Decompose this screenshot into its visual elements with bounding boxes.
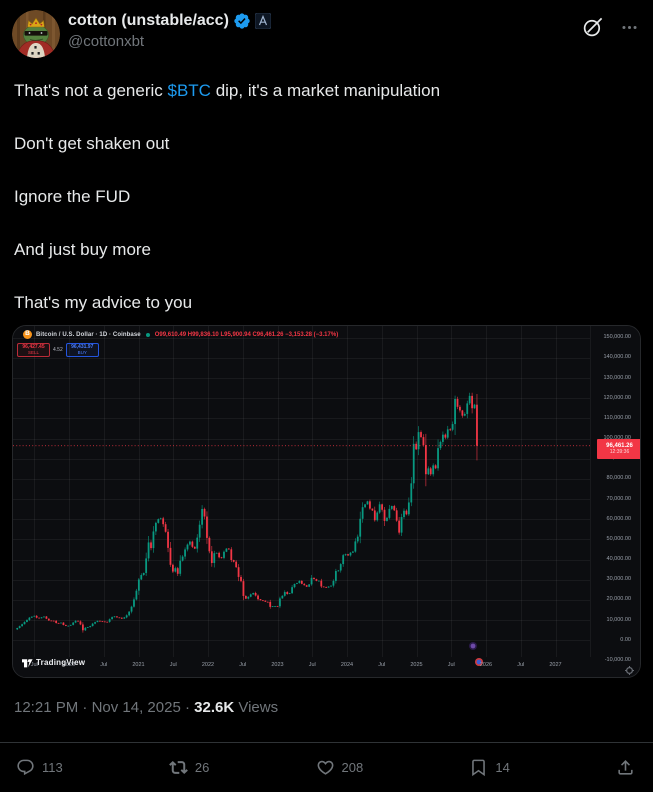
price-axis-tick: 80,000.00 [606, 475, 631, 482]
time-axis-tick: Jul [378, 662, 386, 668]
reply-count: 113 [42, 759, 63, 775]
time-axis-tick: Jul [169, 662, 177, 668]
display-name[interactable]: cotton (unstable/acc) [68, 12, 229, 29]
user-handle[interactable]: @cottonxbt [68, 33, 145, 50]
time-axis-tick: 2026 [479, 662, 493, 668]
price-axis-tick: 40,000.00 [606, 556, 631, 563]
time-axis-tick: 2022 [201, 662, 215, 668]
price-axis-tick: 10,000.00 [606, 616, 631, 623]
time-axis-tick: 2025 [410, 662, 423, 668]
time-axis-tick: 2021 [132, 662, 145, 668]
bookmark-icon [472, 759, 486, 776]
verified-badge-icon [234, 13, 250, 29]
sell-button: 96,427.45 SELL [17, 343, 50, 357]
chart-legend: B Bitcoin / U.S. Dollar · 1D · Coinbase … [23, 330, 338, 339]
price-axis-tick: 50,000.00 [606, 535, 631, 542]
tweet-header: cotton (unstable/acc) @cottonxbt [0, 0, 653, 58]
ohlc-values: O99,610.49 H99,836.10 L95,900.94 C96,461… [154, 331, 339, 338]
chart-media[interactable]: B Bitcoin / U.S. Dollar · 1D · Coinbase … [12, 325, 641, 678]
identity-block: cotton (unstable/acc) @cottonxbt [68, 10, 581, 50]
tweet-line-4: And just buy more [14, 240, 152, 259]
price-axis-tick: 140,000.00 [603, 354, 631, 361]
reply-icon [17, 759, 34, 775]
like-count: 208 [341, 759, 364, 775]
views-label: Views [238, 699, 279, 716]
grok-icon[interactable] [581, 16, 604, 39]
price-axis-tick: 150,000.00 [603, 334, 631, 341]
repost-icon [169, 760, 188, 774]
time-axis-tick: 2020 [62, 662, 76, 668]
share-icon [618, 759, 633, 775]
spread-value: 4.52 [53, 347, 63, 353]
date: Nov 14, 2025 [91, 699, 181, 716]
reply-button[interactable]: 113 [16, 758, 63, 777]
last-price-label: 96,461.26 12:39:36 [597, 439, 640, 459]
avatar[interactable] [12, 10, 60, 58]
price-axis-tick: -10,000.00 [604, 656, 631, 663]
timestamp: 12:21 PM [14, 699, 79, 716]
tradingview-logo-icon [22, 659, 33, 668]
repost-button[interactable]: 26 [169, 758, 209, 777]
like-button[interactable]: 208 [316, 758, 364, 777]
divider [0, 742, 653, 743]
bookmark-button[interactable]: 14 [469, 758, 510, 777]
time-axis-tick: Jul [239, 662, 247, 668]
tweet-line-5: That's my advice to you [14, 293, 193, 312]
price-axis-tick: 20,000.00 [606, 596, 631, 603]
time-axis-tick: 2023 [271, 662, 284, 668]
time-axis-tick: Jul [517, 662, 525, 668]
pepe-king-avatar-image [12, 10, 60, 58]
affiliate-badge-icon [254, 13, 271, 29]
repost-count: 26 [194, 759, 210, 775]
trade-buttons-row: 96,427.45 SELL 4.52 96,431.97 BUY [17, 343, 99, 357]
price-axis-tick: 0.00 [620, 636, 631, 643]
share-button[interactable] [616, 758, 635, 777]
time-axis-tick: 2024 [340, 662, 354, 668]
buy-button: 96,431.97 BUY [65, 343, 99, 357]
price-axis-tick: 120,000.00 [603, 394, 631, 401]
tweet-text: That's not a generic $BTC dip, it's a ma… [0, 78, 653, 315]
tweet-line-2: Don't get shaken out [14, 134, 170, 153]
tweet-line-3: Ignore the FUD [14, 187, 131, 206]
axis-settings-gear-icon [625, 666, 634, 675]
price-axis-tick: 100,000.00 [603, 436, 631, 442]
bitcoin-icon: B [23, 330, 32, 339]
action-bar: 113 26 208 14 [0, 743, 653, 791]
price-axis-tick: 130,000.00 [603, 374, 631, 381]
bar-countdown: 12:39:36 [609, 449, 630, 456]
price-axis-tick: 110,000.00 [603, 414, 631, 421]
price-axis-tick: 30,000.00 [606, 576, 631, 583]
time-axis-tick: Jul [30, 662, 38, 668]
time-axis-tick: Jul [100, 662, 108, 668]
header-actions [581, 10, 639, 39]
time-axis-tick: Jul [447, 662, 455, 668]
price-axis-tick: 70,000.00 [606, 495, 631, 502]
tradingview-watermark: TradingView [22, 657, 85, 668]
tweet-meta: 12:21 PM · Nov 14, 2025 · 32.6K Views [14, 699, 279, 716]
time-axis-tick: Jul [308, 662, 316, 668]
views-count: 32.6K [194, 699, 235, 716]
tweet-line-1: That's not a generic $BTC dip, it's a ma… [14, 81, 441, 100]
like-icon [317, 760, 333, 775]
chart-title: Bitcoin / U.S. Dollar · 1D · Coinbase [36, 331, 141, 338]
cashtag-btc-link[interactable]: $BTC [167, 81, 211, 100]
candlestick-canvas [13, 326, 640, 677]
time-axis-tick: 2027 [549, 662, 562, 668]
bookmark-count: 14 [495, 759, 510, 775]
more-menu-icon[interactable] [620, 18, 639, 37]
market-status-dot [145, 332, 150, 337]
price-axis-tick: 60,000.00 [606, 515, 631, 522]
